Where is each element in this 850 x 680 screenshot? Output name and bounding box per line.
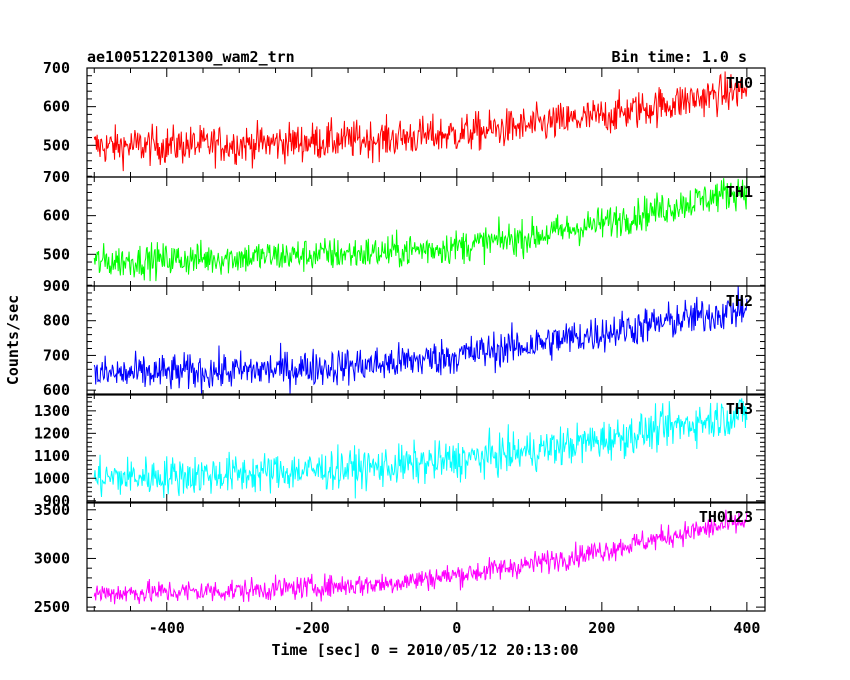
y-tick-label: 500: [43, 245, 70, 263]
series-line-th0: [93, 71, 748, 172]
series-line-th2: [93, 286, 748, 395]
y-tick-label: 1200: [34, 424, 70, 442]
chart-title: ae100512201300_wam2_trn: [87, 48, 295, 66]
panels-group: 500 600 700 TH0 500 600 700 TH1 600 700 800 900 TH2 9…: [34, 59, 766, 616]
x-tick-label: 0: [452, 619, 461, 637]
y-tick-label: 700: [43, 168, 70, 186]
y-tick-label: 600: [43, 207, 70, 225]
x-tick-label: -400: [149, 619, 185, 637]
panel-th1: 500 600 700 TH1: [43, 168, 766, 287]
panel-th0123: 2500 3000 3500 TH0123: [34, 501, 766, 616]
y-tick-label: 1300: [34, 402, 70, 420]
series-line-th0123: [93, 509, 748, 605]
x-tick-label: 400: [733, 619, 760, 637]
x-tick-label: 200: [588, 619, 615, 637]
panel-th0: 500 600 700 TH0: [43, 59, 766, 178]
y-tick-label: 600: [43, 381, 70, 399]
panel-frame: [86, 393, 766, 504]
bin-time-label: Bin time: 1.0 s: [612, 48, 747, 66]
panel-label-th1: TH1: [726, 183, 753, 201]
panel-frame: [86, 285, 766, 396]
y-tick-label: 800: [43, 312, 70, 330]
y-tick-label: 2500: [34, 598, 70, 616]
y-tick-label: 3500: [34, 501, 70, 519]
y-tick-label: 500: [43, 136, 70, 154]
series-line-th3: [93, 398, 748, 499]
y-tick-label: 1000: [34, 469, 70, 487]
x-axis-title: Time [sec] 0 = 2010/05/12 20:13:00: [271, 641, 578, 659]
panel-label-th3: TH3: [726, 400, 753, 418]
x-tick-label: -200: [294, 619, 330, 637]
panel-label-th2: TH2: [726, 292, 753, 310]
y-tick-label: 600: [43, 98, 70, 116]
y-tick-label: 900: [43, 492, 70, 510]
y-axis-title: Counts/sec: [4, 295, 22, 385]
panel-th3: 900 1000 1100 1200 1300 TH3: [34, 393, 766, 510]
panel-th2: 600 700 800 900 TH2: [43, 277, 766, 399]
series-line-th1: [93, 177, 748, 282]
panel-frame: [86, 67, 766, 178]
y-tick-label: 1100: [34, 447, 70, 465]
panel-label-th0: TH0: [726, 74, 753, 92]
y-tick-label: 700: [43, 59, 70, 77]
y-tick-label: 700: [43, 346, 70, 364]
x-axis: -400 -200 0 200 400: [149, 619, 761, 637]
panel-frame: [86, 501, 766, 612]
y-tick-label: 3000: [34, 549, 70, 567]
panel-label-th0123: TH0123: [699, 508, 753, 526]
y-tick-label: 900: [43, 277, 70, 295]
